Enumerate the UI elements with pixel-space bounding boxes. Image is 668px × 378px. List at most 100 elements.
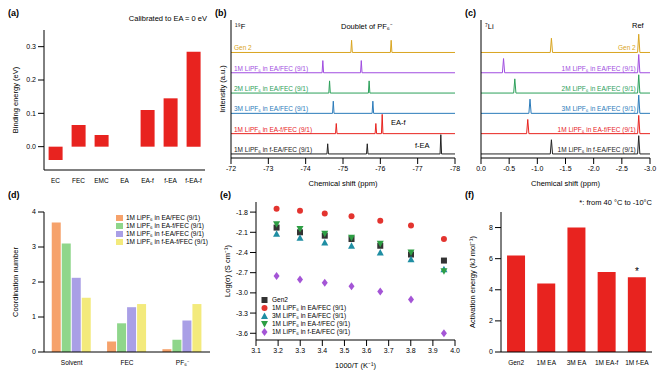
- svg-text:1000/T (K⁻¹): 1000/T (K⁻¹): [335, 361, 376, 370]
- svg-text:-3.6: -3.6: [236, 330, 248, 337]
- html-text:¹⁹F: ¹⁹F: [235, 22, 246, 31]
- svg-text:Intensity (a.u.): Intensity (a.u.): [218, 65, 227, 113]
- svg-text:Coordination number: Coordination number: [11, 246, 20, 317]
- svg-text:-2.7: -2.7: [236, 269, 248, 276]
- html-text:(d): (d): [8, 190, 20, 200]
- svg-text:1M LiPF₆ in EA-f/FEC (9/1): 1M LiPF₆ in EA-f/FEC (9/1): [558, 126, 636, 134]
- svg-text:2: 2: [32, 278, 36, 285]
- svg-text:-73: -73: [263, 165, 273, 172]
- svg-text:3.9: 3.9: [428, 347, 438, 354]
- html-text:(c): (c): [465, 8, 476, 18]
- svg-text:-1.0: -1.0: [531, 165, 543, 172]
- svg-text:3M LiPF₆ in EA/FEC (9/1): 3M LiPF₆ in EA/FEC (9/1): [234, 105, 308, 113]
- svg-text:-74: -74: [301, 165, 311, 172]
- svg-text:2M LiPF₆ in EA/FEC (9/1): 2M LiPF₆ in EA/FEC (9/1): [562, 85, 636, 93]
- svg-text:-1.5: -1.5: [559, 165, 571, 172]
- svg-text:Chemical shift (ppm): Chemical shift (ppm): [309, 179, 378, 188]
- svg-text:*: *: [635, 266, 639, 277]
- svg-text:3.8: 3.8: [406, 347, 416, 354]
- html-text:Ref: Ref: [632, 21, 644, 30]
- svg-text:3.5: 3.5: [340, 347, 350, 354]
- html-text:Doublet of PF₆⁻: Doublet of PF₆⁻: [341, 22, 393, 31]
- svg-text:3.6: 3.6: [362, 347, 372, 354]
- svg-text:3.2: 3.2: [273, 347, 283, 354]
- html-text:(f): (f): [465, 190, 474, 200]
- svg-text:Gen2: Gen2: [508, 359, 524, 366]
- svg-text:1: 1: [32, 313, 36, 320]
- svg-text:-1.8: -1.8: [236, 209, 248, 216]
- svg-text:f-EA: f-EA: [164, 177, 177, 184]
- svg-text:-3.0: -3.0: [644, 165, 656, 172]
- svg-text:-0.5: -0.5: [503, 165, 515, 172]
- svg-text:3.1: 3.1: [251, 347, 261, 354]
- html-text:*: from 40 °C to -10°C: *: from 40 °C to -10°C: [579, 198, 652, 207]
- svg-text:Gen 2: Gen 2: [618, 44, 636, 51]
- svg-text:-2.4: -2.4: [236, 249, 248, 256]
- svg-text:1M LiPF₆ in f-EA/FEC (9/1): 1M LiPF₆ in f-EA/FEC (9/1): [558, 146, 636, 154]
- svg-text:0.2: 0.2: [26, 76, 36, 83]
- html-text:1M LiPF₆ in EA-f/FEC (9/1): 1M LiPF₆ in EA-f/FEC (9/1): [125, 222, 204, 229]
- svg-text:EMC: EMC: [94, 177, 109, 184]
- svg-text:Solvent: Solvent: [61, 359, 83, 366]
- svg-text:EC: EC: [51, 177, 60, 184]
- svg-text:2M LiPF₆ in EA/FEC (9/1): 2M LiPF₆ in EA/FEC (9/1): [234, 85, 308, 93]
- html-text:(a): (a): [8, 8, 19, 18]
- svg-text:-72: -72: [226, 165, 236, 172]
- svg-text:1M LiPF₆ in EA-f/FEC (9/1): 1M LiPF₆ in EA-f/FEC (9/1): [234, 126, 312, 134]
- svg-text:-77: -77: [413, 165, 423, 172]
- svg-text:PF₆⁻: PF₆⁻: [176, 359, 189, 366]
- svg-text:1M LiPF₆ in EA/FEC (9/1): 1M LiPF₆ in EA/FEC (9/1): [234, 65, 308, 73]
- svg-text:0.0: 0.0: [26, 143, 36, 150]
- svg-text:-3.3: -3.3: [236, 310, 248, 317]
- svg-text:4: 4: [489, 286, 493, 293]
- svg-text:1M LiPF₆ in EA/FEC (9/1): 1M LiPF₆ in EA/FEC (9/1): [562, 65, 636, 73]
- svg-text:6: 6: [489, 255, 493, 262]
- svg-text:4: 4: [32, 208, 36, 215]
- html-text:f-EA: f-EA: [415, 141, 430, 150]
- svg-text:EA-f: EA-f: [141, 177, 154, 184]
- svg-text:-2.5: -2.5: [616, 165, 628, 172]
- svg-text:0: 0: [489, 348, 493, 355]
- svg-text:3: 3: [32, 243, 36, 250]
- svg-text:1M EA: 1M EA: [537, 359, 557, 366]
- html-text:Gen2: Gen2: [272, 296, 288, 303]
- html-text:⁷Li: ⁷Li: [485, 22, 494, 31]
- svg-text:0: 0: [32, 348, 36, 355]
- svg-text:-78: -78: [450, 165, 460, 172]
- svg-text:-76: -76: [375, 165, 385, 172]
- svg-text:-3.0: -3.0: [236, 289, 248, 296]
- html-text:1M LiPF₆ in EA/FEC (9/1): 1M LiPF₆ in EA/FEC (9/1): [125, 214, 200, 221]
- svg-text:4.0: 4.0: [450, 347, 460, 354]
- svg-text:FEC: FEC: [72, 177, 85, 184]
- svg-text:Binding energy (eV): Binding energy (eV): [11, 66, 20, 133]
- svg-text:8: 8: [489, 224, 493, 231]
- html-text:(b): (b): [215, 8, 227, 18]
- html-text:1M LiPF₆ in f-EA/FEC (9/1): 1M LiPF₆ in f-EA/FEC (9/1): [125, 230, 204, 237]
- svg-text:0.3: 0.3: [26, 43, 36, 50]
- html-text:Calibrated to EA = 0 eV: Calibrated to EA = 0 eV: [128, 14, 207, 23]
- html-text:1M LiPF₆ in f-EA-f/FEC (9/1): 1M LiPF₆ in f-EA-f/FEC (9/1): [125, 238, 208, 245]
- svg-text:Log(σ) (S cm⁻¹): Log(σ) (S cm⁻¹): [223, 245, 232, 297]
- svg-text:-2.0: -2.0: [588, 165, 600, 172]
- svg-text:3.7: 3.7: [384, 347, 394, 354]
- svg-text:3.4: 3.4: [317, 347, 327, 354]
- svg-text:-75: -75: [338, 165, 348, 172]
- svg-text:-2.1: -2.1: [236, 229, 248, 236]
- html-text:EA-f: EA-f: [391, 118, 406, 127]
- svg-text:1M f-EA: 1M f-EA: [625, 359, 649, 366]
- svg-text:f-EA-f: f-EA-f: [185, 177, 202, 184]
- svg-text:3M EA: 3M EA: [567, 359, 587, 366]
- svg-text:0.0: 0.0: [476, 165, 486, 172]
- svg-text:1M EA-f: 1M EA-f: [595, 359, 619, 366]
- svg-text:2: 2: [489, 317, 493, 324]
- svg-text:Activation energy (kJ mol⁻¹): Activation energy (kJ mol⁻¹): [468, 236, 477, 328]
- svg-text:3.3: 3.3: [295, 347, 305, 354]
- svg-text:Gen 2: Gen 2: [234, 44, 252, 51]
- svg-text:EA: EA: [120, 177, 129, 184]
- html-text:(e): (e): [220, 190, 231, 200]
- svg-text:FEC: FEC: [121, 359, 134, 366]
- svg-text:Chemical shift (ppm): Chemical shift (ppm): [531, 179, 600, 188]
- svg-text:0.1: 0.1: [26, 110, 36, 117]
- svg-text:1M LiPF₆ in f-EA/FEC (9/1): 1M LiPF₆ in f-EA/FEC (9/1): [234, 146, 312, 154]
- svg-text:3M LiPF₆ in EA/FEC (9/1): 3M LiPF₆ in EA/FEC (9/1): [562, 105, 636, 113]
